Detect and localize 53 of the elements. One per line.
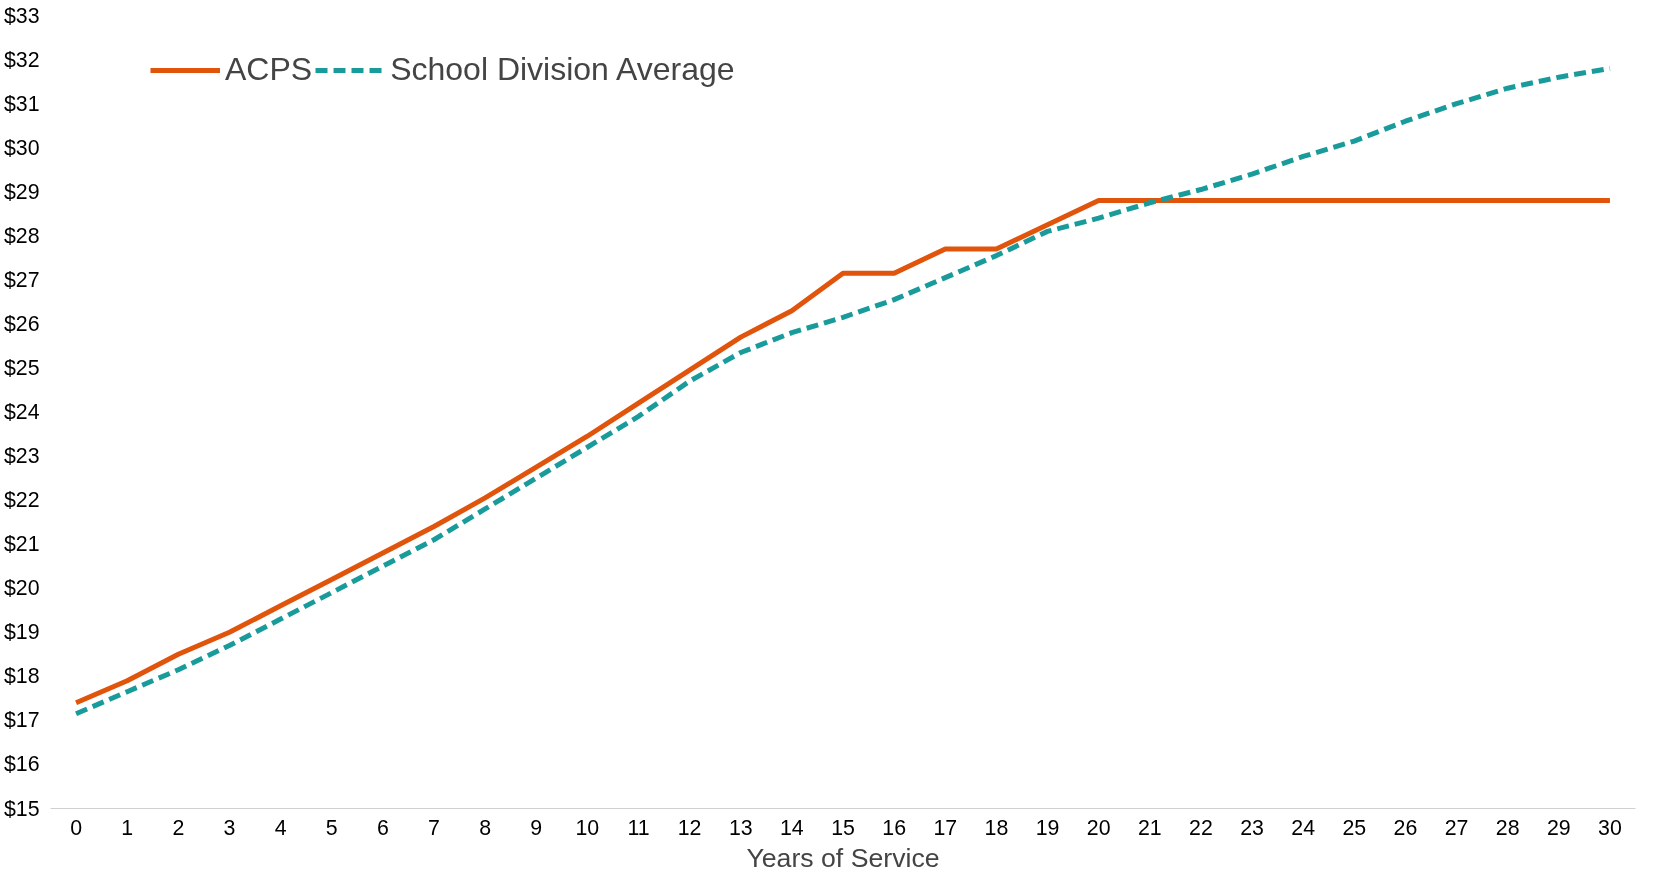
y-tick-label: $15 xyxy=(3,796,40,821)
x-axis-title: Years of Service xyxy=(746,842,940,873)
x-tick-label: 9 xyxy=(530,815,543,840)
x-tick-label: 12 xyxy=(677,815,702,840)
x-tick-label: 18 xyxy=(984,815,1009,840)
x-tick-label: 29 xyxy=(1546,815,1571,840)
x-tick-label: 8 xyxy=(479,815,492,840)
x-tick-label: 17 xyxy=(933,815,958,840)
x-tick-label: 23 xyxy=(1240,815,1264,840)
x-tick-label: 14 xyxy=(780,815,804,840)
y-tick-label: $24 xyxy=(3,400,40,424)
legend-label: School Division Average xyxy=(390,51,735,88)
x-tick-label: 30 xyxy=(1598,815,1622,840)
x-tick-label: 22 xyxy=(1189,815,1213,840)
x-tick-label: 4 xyxy=(274,815,287,840)
legend-label: ACPS xyxy=(225,51,313,88)
x-tick-label: 3 xyxy=(223,815,236,840)
x-tick-label: 1 xyxy=(121,815,134,840)
x-tick-label: 21 xyxy=(1137,815,1162,840)
y-tick-label: $26 xyxy=(3,311,40,336)
x-tick-label: 6 xyxy=(376,815,389,840)
x-tick-label: 10 xyxy=(575,815,600,840)
y-tick-label: $18 xyxy=(3,664,40,689)
y-tick-label: $23 xyxy=(3,444,40,469)
y-tick-label: $30 xyxy=(3,135,40,160)
x-tick-label: 26 xyxy=(1393,815,1418,840)
x-tick-label: 28 xyxy=(1495,815,1520,840)
y-tick-label: $28 xyxy=(3,223,40,248)
y-tick-label: $17 xyxy=(3,708,40,733)
y-tick-label: $22 xyxy=(3,488,40,513)
y-tick-label: $33 xyxy=(3,3,40,28)
y-tick-label: $29 xyxy=(3,179,40,204)
x-tick-label: 0 xyxy=(70,815,83,840)
x-tick-label: 7 xyxy=(428,815,440,840)
x-tick-label: 19 xyxy=(1035,815,1060,840)
y-tick-label: $20 xyxy=(3,576,40,601)
y-tick-label: $19 xyxy=(3,620,40,645)
x-tick-label: 27 xyxy=(1444,815,1469,840)
x-tick-label: 15 xyxy=(831,815,855,840)
x-tick-label: 24 xyxy=(1291,815,1316,840)
x-tick-label: 25 xyxy=(1342,815,1367,840)
x-tick-label: 2 xyxy=(172,815,185,840)
y-tick-label: $25 xyxy=(3,355,40,380)
x-tick-label: 20 xyxy=(1086,815,1111,840)
y-tick-label: $31 xyxy=(3,91,40,116)
y-tick-label: $21 xyxy=(3,532,40,557)
x-tick-label: 16 xyxy=(882,815,906,840)
y-tick-label: $27 xyxy=(3,267,40,292)
x-tick-label: 5 xyxy=(325,815,338,840)
y-tick-label: $16 xyxy=(3,752,40,777)
x-tick-label: 13 xyxy=(728,815,753,840)
x-tick-label: 11 xyxy=(627,815,650,840)
y-tick-label: $32 xyxy=(3,47,40,72)
